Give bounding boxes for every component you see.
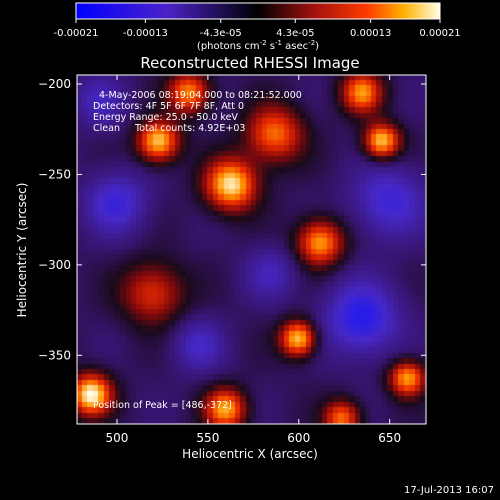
y-axis-label: Heliocentric Y (arcsec) xyxy=(15,183,29,318)
colorbar-tick-label: -0.00013 xyxy=(123,28,168,39)
annotation-detectors: Detectors: 4F 5F 6F 7F 8F, Att 0 xyxy=(93,101,244,112)
colorbar-tick-labels: -0.00021 -0.00013 -4.3e-05 4.3e-05 0.00013 0.… xyxy=(54,28,461,39)
y-tick-label: −200 xyxy=(38,77,71,91)
annotation-time-range: 4-May-2006 08:19:04.000 to 08:21:52.000 xyxy=(99,90,302,101)
plot-frame xyxy=(76,74,427,425)
x-tick-label: 500 xyxy=(106,431,129,445)
colorbar-tick-label: -4.3e-05 xyxy=(200,28,242,39)
x-tick-label: 600 xyxy=(287,431,310,445)
x-axis-ticks xyxy=(116,75,391,424)
x-axis-tick-labels: 500 550 600 650 xyxy=(106,431,402,445)
annotation-peak-position: Position of Peak = [486,-372] xyxy=(93,400,232,411)
y-axis-tick-labels: −200 −250 −300 −350 xyxy=(38,77,71,362)
x-tick-label: 650 xyxy=(378,431,401,445)
colorbar-tick-label: 0.00021 xyxy=(419,28,460,39)
colorbar-units: (photons cm-2 s-1 asec-2) xyxy=(197,39,319,52)
y-axis-ticks xyxy=(77,83,426,356)
heatmap-image xyxy=(77,75,426,424)
colorbar-ticks xyxy=(75,19,441,23)
y-tick-label: −300 xyxy=(38,258,71,272)
chart-title: Reconstructed RHESSI Image xyxy=(140,54,359,72)
annotation-clean-counts: Clean Total counts: 4.92E+03 xyxy=(93,123,245,134)
colorbar-tick-label: -0.00021 xyxy=(54,28,99,39)
y-tick-label: −250 xyxy=(38,167,71,181)
footer-timestamp: 17-Jul-2013 16:07 xyxy=(404,485,494,496)
annotation-energy-range: Energy Range: 25.0 - 50.0 keV xyxy=(93,112,238,123)
colorbar-tick-label: 4.3e-05 xyxy=(276,28,314,39)
x-tick-label: 550 xyxy=(196,431,219,445)
colorbar xyxy=(75,2,441,20)
colorbar-tick-label: 0.00013 xyxy=(350,28,391,39)
x-axis-label: Heliocentric X (arcsec) xyxy=(182,447,318,461)
y-tick-label: −350 xyxy=(38,348,71,362)
